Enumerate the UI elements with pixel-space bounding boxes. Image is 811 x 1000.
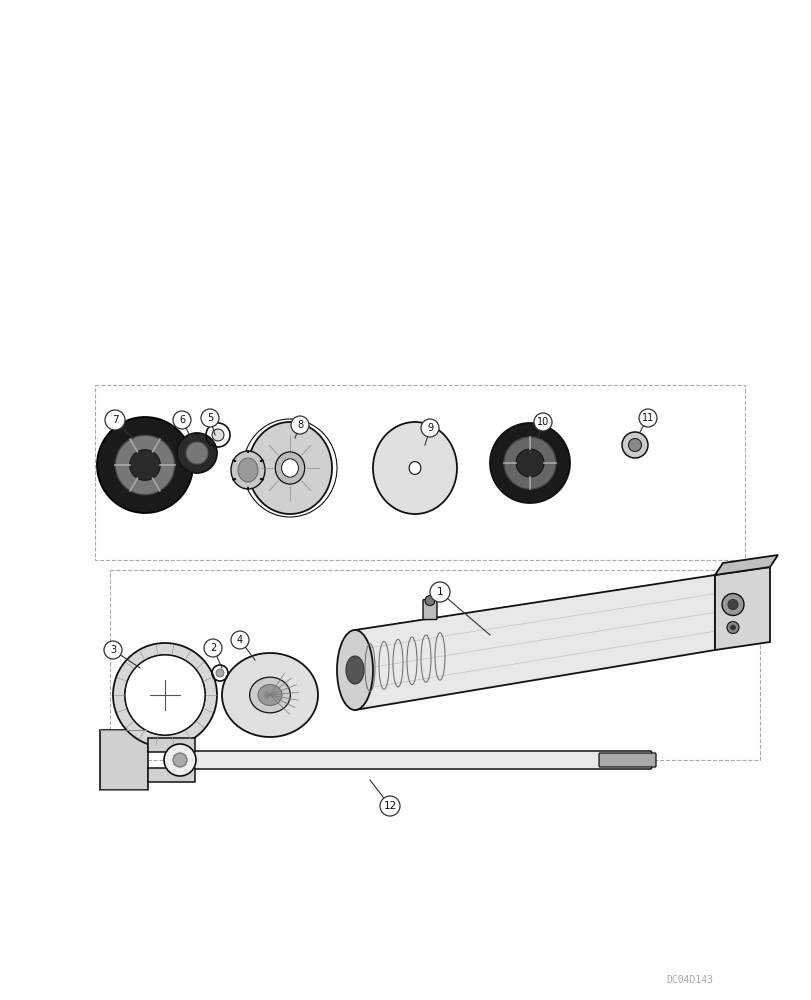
- Ellipse shape: [345, 656, 363, 684]
- Circle shape: [177, 433, 217, 473]
- Circle shape: [186, 442, 208, 464]
- FancyBboxPatch shape: [423, 600, 436, 620]
- Text: 3: 3: [109, 645, 116, 655]
- Circle shape: [380, 796, 400, 816]
- Circle shape: [515, 449, 543, 477]
- Text: 8: 8: [297, 420, 303, 430]
- Circle shape: [727, 599, 737, 609]
- Circle shape: [534, 413, 551, 431]
- Circle shape: [204, 639, 221, 657]
- Ellipse shape: [275, 452, 304, 484]
- Polygon shape: [714, 567, 769, 650]
- Circle shape: [216, 669, 224, 677]
- Polygon shape: [354, 575, 714, 710]
- Circle shape: [420, 419, 439, 437]
- Text: 5: 5: [207, 413, 212, 423]
- Circle shape: [130, 450, 160, 480]
- Ellipse shape: [337, 630, 372, 710]
- Ellipse shape: [281, 459, 298, 477]
- Text: 4: 4: [237, 635, 242, 645]
- Circle shape: [104, 641, 122, 659]
- Ellipse shape: [258, 684, 281, 706]
- Circle shape: [638, 409, 656, 427]
- Circle shape: [621, 432, 647, 458]
- FancyBboxPatch shape: [193, 751, 651, 769]
- Text: 9: 9: [427, 423, 432, 433]
- Polygon shape: [714, 555, 777, 575]
- Polygon shape: [148, 768, 195, 782]
- Circle shape: [721, 593, 743, 615]
- Polygon shape: [148, 738, 195, 752]
- Ellipse shape: [249, 677, 290, 713]
- Circle shape: [430, 582, 449, 602]
- Text: 11: 11: [641, 413, 654, 423]
- Wedge shape: [113, 643, 217, 747]
- Circle shape: [290, 416, 309, 434]
- Circle shape: [730, 625, 735, 630]
- FancyBboxPatch shape: [599, 753, 655, 767]
- Circle shape: [97, 417, 193, 513]
- Ellipse shape: [238, 458, 258, 482]
- Ellipse shape: [372, 422, 457, 514]
- Bar: [95, 385, 744, 560]
- Circle shape: [173, 411, 191, 429]
- Circle shape: [424, 596, 435, 606]
- Circle shape: [164, 744, 195, 776]
- Text: 2: 2: [209, 643, 216, 653]
- Circle shape: [489, 423, 569, 503]
- Circle shape: [115, 435, 174, 495]
- Text: 6: 6: [178, 415, 185, 425]
- Ellipse shape: [221, 653, 318, 737]
- Ellipse shape: [409, 462, 420, 474]
- Bar: [109, 570, 759, 760]
- Circle shape: [726, 621, 738, 634]
- Circle shape: [105, 410, 125, 430]
- Polygon shape: [100, 730, 148, 790]
- Text: 7: 7: [112, 415, 118, 425]
- Circle shape: [173, 753, 187, 767]
- Circle shape: [628, 438, 641, 452]
- Text: 12: 12: [383, 801, 396, 811]
- Circle shape: [125, 655, 204, 735]
- Text: 10: 10: [536, 417, 548, 427]
- Circle shape: [201, 409, 219, 427]
- Ellipse shape: [247, 422, 332, 514]
- Ellipse shape: [230, 451, 264, 489]
- Circle shape: [230, 631, 249, 649]
- Text: DC04D143: DC04D143: [666, 975, 713, 985]
- Circle shape: [212, 429, 224, 441]
- Text: 1: 1: [436, 587, 443, 597]
- Circle shape: [504, 437, 556, 489]
